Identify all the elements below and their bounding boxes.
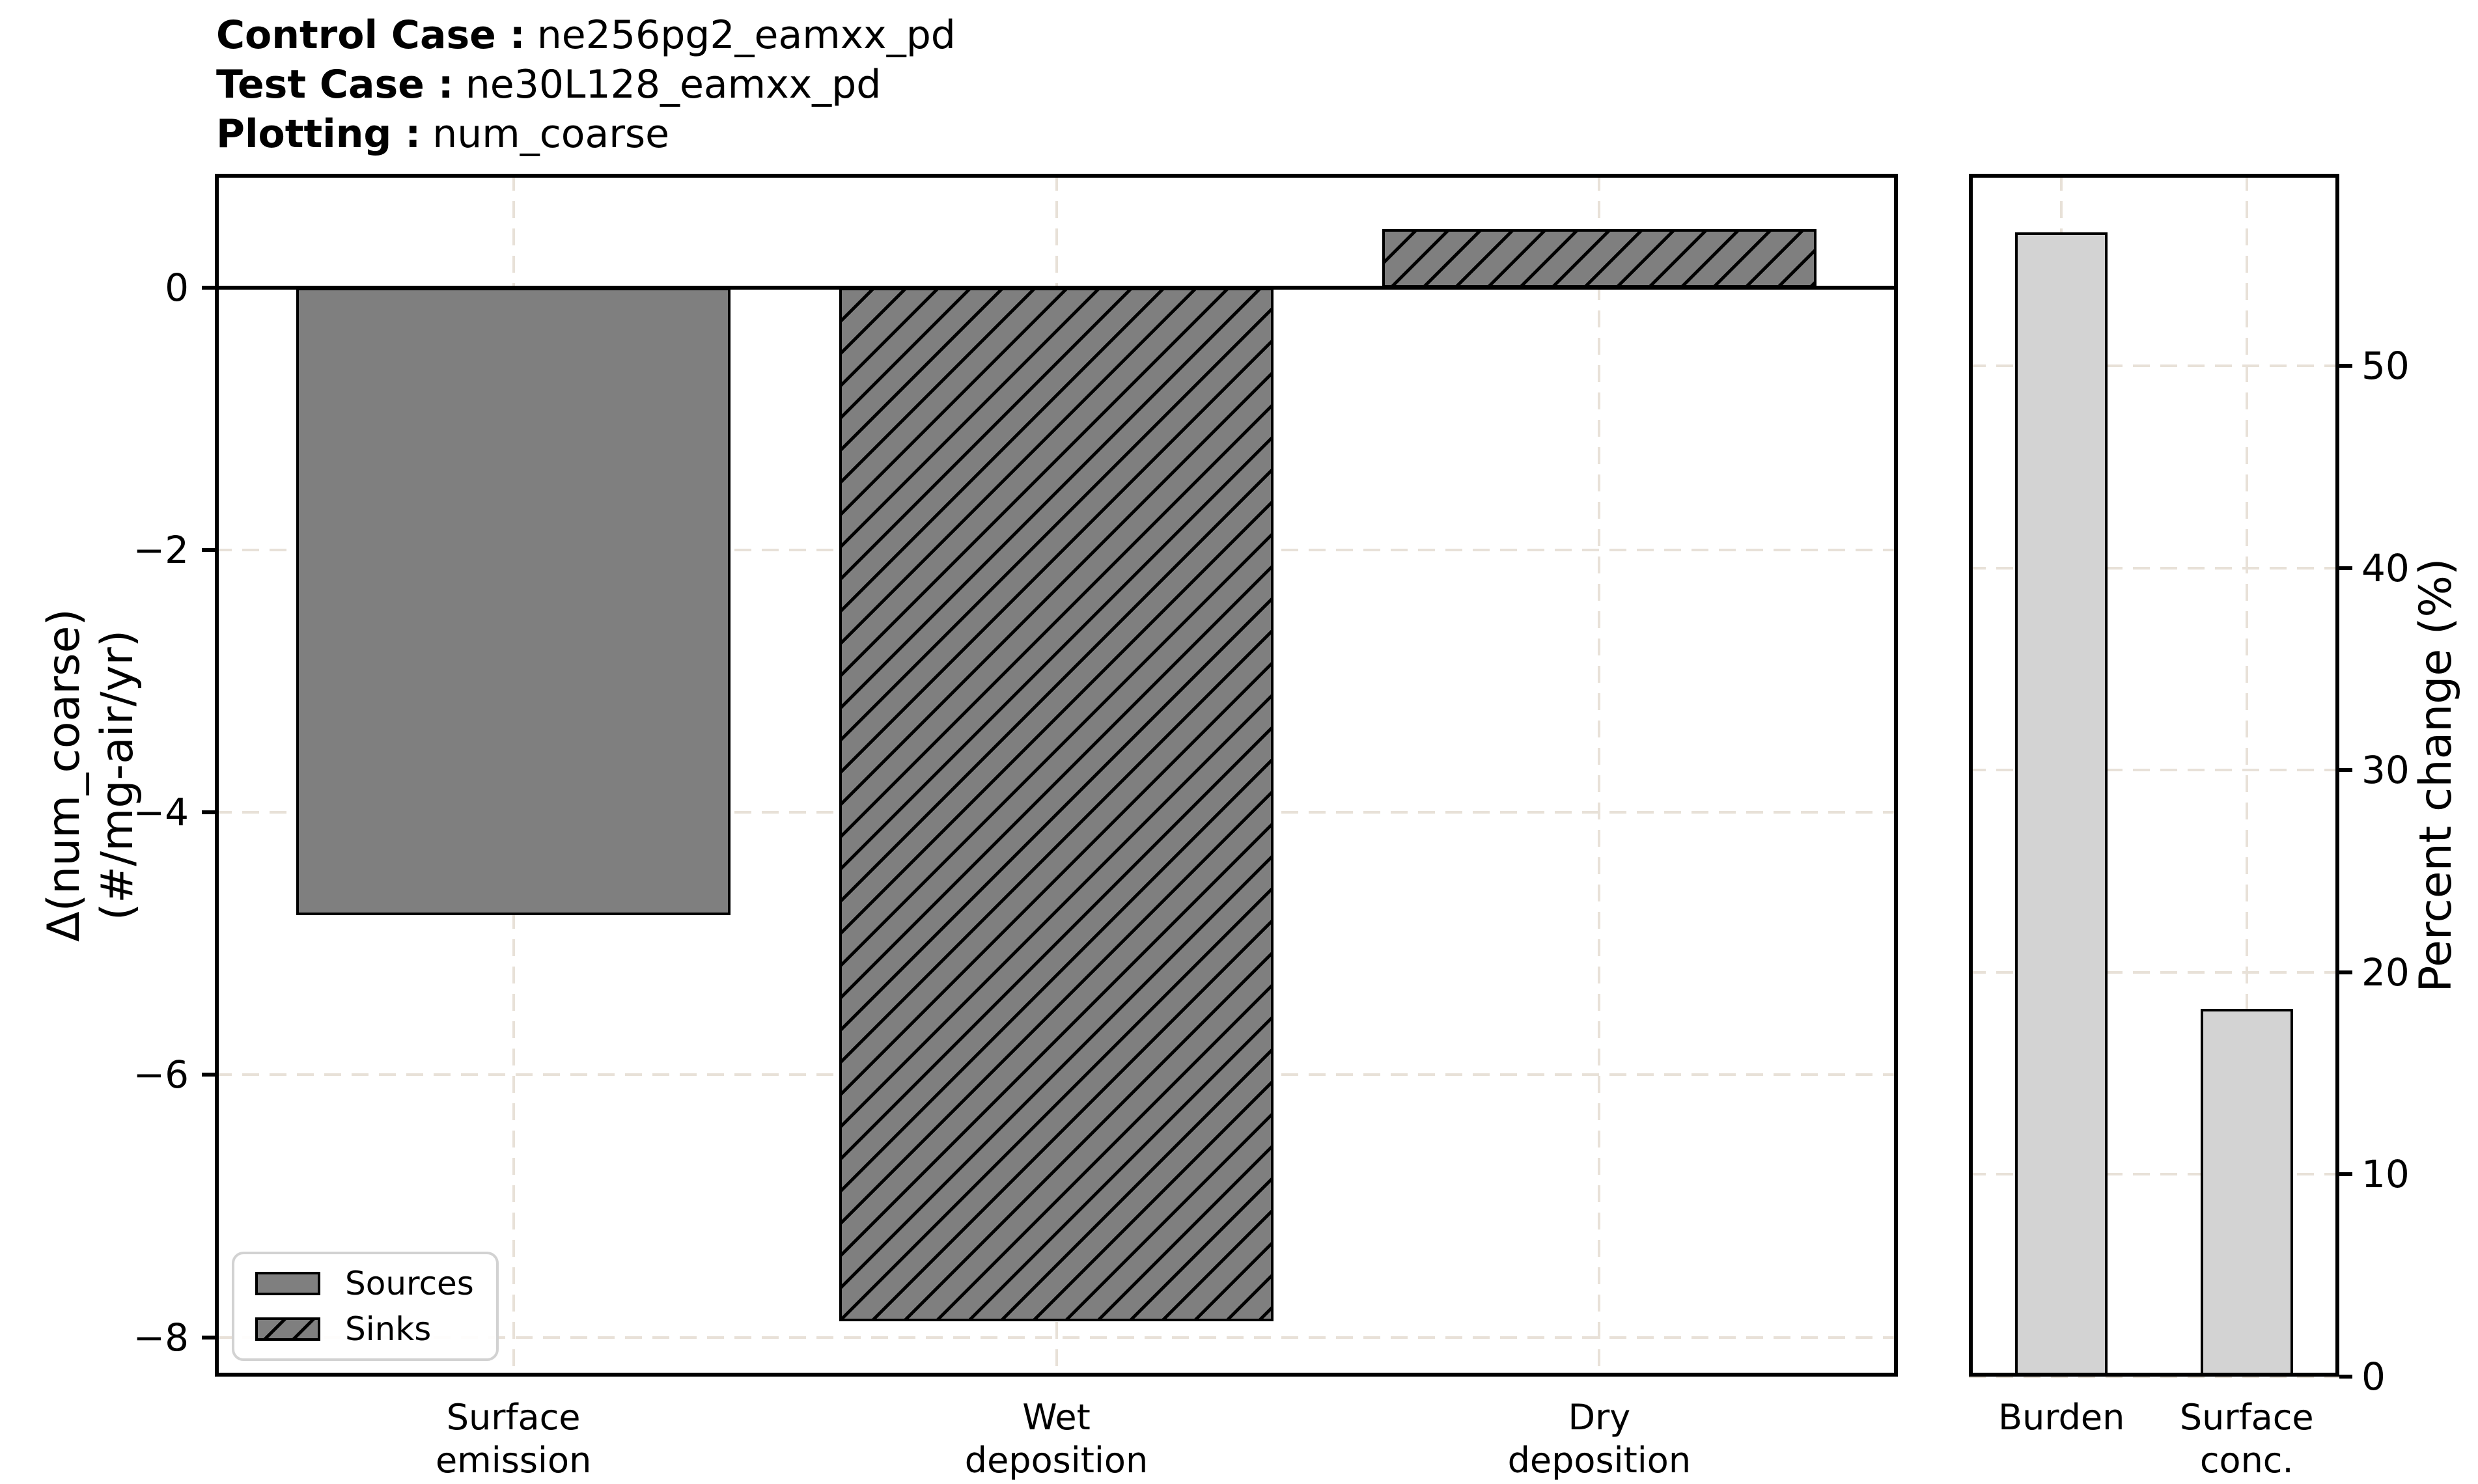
y-tick-mark <box>2339 970 2352 974</box>
y-tick-label: 10 <box>2361 1152 2410 1197</box>
grid-line-horizontal <box>1969 1173 2339 1176</box>
y-tick-label: 20 <box>2361 950 2410 995</box>
plotting-value: num_coarse <box>432 111 670 157</box>
y-tick-mark <box>2339 1172 2352 1177</box>
x-category-label-line: Wet <box>1022 1397 1091 1438</box>
y-tick-label: −2 <box>133 528 189 573</box>
sources-swatch-icon <box>255 1272 320 1295</box>
x-category-label-line: Dry <box>1568 1397 1631 1438</box>
x-category-label: Burden <box>1892 1396 2231 1439</box>
grid-line-horizontal <box>1969 364 2339 368</box>
budget-y-axis-label: Δ(num_coarse) (#/mg-air/yr) <box>38 609 145 942</box>
x-category-label-line: deposition <box>1507 1440 1691 1481</box>
y-tick-label: 50 <box>2361 344 2410 389</box>
percent-change-bar-chart: 0 10 20 30 40 50 Burden Surface conc. <box>1969 174 2410 1481</box>
y-tick-mark <box>2339 768 2352 773</box>
control-case-label: Control Case : <box>216 12 525 58</box>
bar-burden <box>2015 232 2108 1377</box>
grid-line-horizontal <box>1969 769 2339 772</box>
test-case-value: ne30L128_eamxx_pd <box>465 62 882 107</box>
header-plotting: Plotting : num_coarse <box>216 109 956 159</box>
grid-line-horizontal <box>215 1336 1898 1339</box>
y-tick-label: 0 <box>2361 1354 2386 1399</box>
budget-y-axis-label-line1: Δ(num_coarse) <box>38 609 90 942</box>
legend-label-sources: Sources <box>345 1265 474 1302</box>
y-tick-mark <box>202 286 215 290</box>
legend-row-sources: Sources <box>255 1267 474 1300</box>
header-control-case: Control Case : ne256pg2_eamxx_pd <box>216 10 956 60</box>
axis-spine-top <box>1969 174 2339 178</box>
y-tick-mark <box>202 1335 215 1340</box>
grid-line-horizontal <box>1969 566 2339 570</box>
axis-spine-right <box>1894 174 1898 1377</box>
y-tick-label: −6 <box>133 1052 189 1097</box>
y-tick-mark <box>2339 364 2352 368</box>
grid-line-vertical <box>2245 174 2248 1377</box>
x-category-label: Dry deposition <box>1430 1396 1768 1482</box>
y-tick-label: 0 <box>165 266 189 310</box>
y-tick-label: 40 <box>2361 545 2410 590</box>
y-tick-label: −4 <box>133 790 189 835</box>
budget-y-axis-label-line2: (#/mg-air/yr) <box>92 629 143 921</box>
x-category-label-line: deposition <box>964 1440 1149 1481</box>
x-category-label-line: Surface <box>446 1397 581 1438</box>
x-category-label-line: Burden <box>1998 1397 2125 1438</box>
grid-line-horizontal <box>1969 970 2339 974</box>
test-case-label: Test Case : <box>216 62 454 107</box>
axis-spine-bottom <box>1969 1373 2339 1377</box>
axis-spine-bottom <box>215 1373 1898 1377</box>
x-category-label: Surface conc. <box>2078 1396 2416 1482</box>
x-category-label-line: emission <box>435 1440 592 1481</box>
grid-line-horizontal <box>1969 1375 2339 1378</box>
legend-row-sinks: Sinks <box>255 1313 474 1345</box>
grid-line-vertical <box>1598 174 1601 1377</box>
y-tick-mark <box>202 810 215 815</box>
bar-dry-deposition <box>1382 228 1817 288</box>
axis-spine-left <box>1969 174 1973 1377</box>
x-category-label: Surface emission <box>344 1396 683 1482</box>
y-tick-label: 30 <box>2361 748 2410 793</box>
bar-surface-emission <box>296 288 731 915</box>
sinks-swatch-icon <box>255 1317 320 1341</box>
y-tick-mark <box>202 548 215 553</box>
legend: Sources Sinks <box>232 1252 499 1361</box>
bar-surface-conc- <box>2200 1008 2293 1377</box>
y-tick-mark <box>202 1073 215 1077</box>
axis-spine-top <box>215 174 1898 178</box>
bar-wet-deposition <box>839 288 1274 1322</box>
y-tick-mark <box>2339 566 2352 570</box>
figure-header: Control Case : ne256pg2_eamxx_pd Test Cas… <box>216 10 956 159</box>
y-tick-mark <box>2339 1375 2352 1379</box>
control-case-value: ne256pg2_eamxx_pd <box>536 12 956 58</box>
plotting-label: Plotting : <box>216 111 421 157</box>
zero-line <box>215 286 1898 290</box>
y-tick-label: −8 <box>133 1315 189 1360</box>
legend-label-sinks: Sinks <box>345 1310 432 1348</box>
axis-spine-left <box>215 174 219 1377</box>
x-category-label-line: Surface <box>2179 1397 2314 1438</box>
x-category-label-line: conc. <box>2199 1440 2294 1481</box>
x-category-label: Wet deposition <box>887 1396 1226 1482</box>
budget-bar-chart: Sources Sinks 0 −2 −4 −6 −8 Surface emission We… <box>133 174 1898 1481</box>
header-test-case: Test Case : ne30L128_eamxx_pd <box>216 60 956 109</box>
axis-spine-right <box>2335 174 2339 1377</box>
percent-y-axis-label: Percent change (%) <box>2410 558 2462 993</box>
